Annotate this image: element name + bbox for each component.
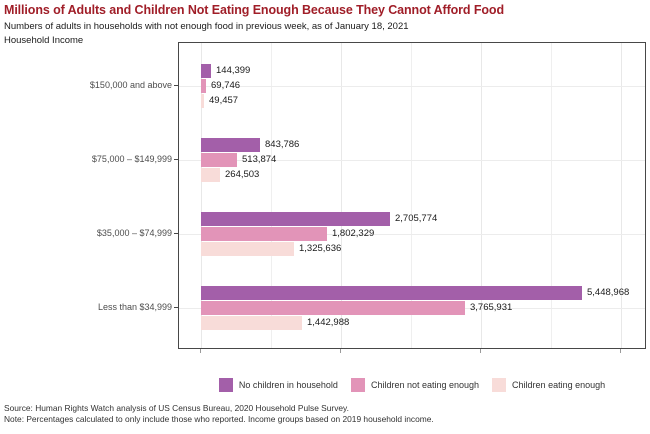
gridline-vertical: [551, 43, 552, 348]
bar-value-label: 1,442,988: [307, 317, 350, 328]
gridline-vertical: [481, 43, 482, 348]
x-axis-tick: [200, 349, 201, 353]
legend-swatch: [350, 378, 365, 392]
legend-swatch: [492, 378, 507, 392]
gridline-vertical: [621, 43, 622, 348]
bar-value-label: 264,503: [225, 169, 260, 180]
chart-subtitle: Numbers of adults in households with not…: [4, 21, 409, 32]
gridline-vertical: [201, 43, 202, 348]
footer: Source: Human Rights Watch analysis of U…: [4, 403, 644, 425]
bar-3-category-2: [201, 168, 220, 182]
legend-item: Children not eating enough: [350, 378, 480, 392]
bar-1-category-3: [201, 212, 390, 226]
bar-1-category-1: [201, 64, 211, 78]
legend-item: Children eating enough: [492, 378, 605, 392]
bar-value-label: 843,786: [265, 139, 300, 150]
y-axis-tick: [174, 159, 178, 160]
legend: No children in household Children not eat…: [178, 378, 646, 392]
category-label: $75,000 – $149,999: [91, 154, 172, 164]
bar-value-label: 69,746: [211, 80, 241, 91]
bar-value-label: 5,448,968: [587, 287, 630, 298]
footer-note: Note: Percentages calculated to only inc…: [4, 414, 434, 424]
bar-value-label: 1,325,636: [299, 243, 342, 254]
y-axis-tick: [174, 85, 178, 86]
legend-label: No children in household: [238, 380, 338, 390]
legend-swatch: [218, 378, 233, 392]
bar-3-category-1: [201, 94, 204, 108]
source-note: Source: Human Rights Watch analysis of U…: [4, 403, 349, 413]
plot-panel: 144,399 69,746 49,457 843,786 513,874 264,503…: [178, 42, 646, 349]
bar-1-category-4: [201, 286, 582, 300]
legend-label: Children not eating enough: [370, 380, 480, 390]
bar-value-label: 513,874: [242, 154, 277, 165]
y-axis-title: Household Income: [4, 35, 84, 46]
x-axis-tick: [340, 349, 341, 353]
gridline-horizontal: [179, 234, 645, 235]
category-label: $150,000 and above: [89, 80, 172, 90]
legend-label: Children eating enough: [512, 380, 606, 390]
bar-value-label: 2,705,774: [395, 213, 438, 224]
bar-2-category-1: [201, 79, 206, 93]
y-axis-tick: [174, 233, 178, 234]
bar-value-label: 3,765,931: [470, 302, 513, 313]
category-label: $35,000 – $74,999: [96, 228, 172, 238]
gridline-vertical: [271, 43, 272, 348]
x-axis-tick: [620, 349, 621, 353]
gridline-vertical: [411, 43, 412, 348]
bar-2-category-3: [201, 227, 327, 241]
gridline-horizontal: [179, 86, 645, 87]
gridline-horizontal: [179, 160, 645, 161]
bar-2-category-4: [201, 301, 465, 315]
bar-value-label: 1,802,329: [332, 228, 375, 239]
legend-item: No children in household: [218, 378, 338, 392]
bar-value-label: 144,399: [216, 65, 251, 76]
bar-3-category-4: [201, 316, 302, 330]
x-axis-tick: [480, 349, 481, 353]
chart-title: Millions of Adults and Children Not Eati…: [4, 3, 504, 17]
gridline-vertical: [341, 43, 342, 348]
category-label: Less than $34,999: [97, 302, 172, 312]
bar-3-category-3: [201, 242, 294, 256]
bar-value-label: 49,457: [209, 95, 239, 106]
y-axis-tick: [174, 307, 178, 308]
bar-2-category-2: [201, 153, 237, 167]
bar-1-category-2: [201, 138, 260, 152]
